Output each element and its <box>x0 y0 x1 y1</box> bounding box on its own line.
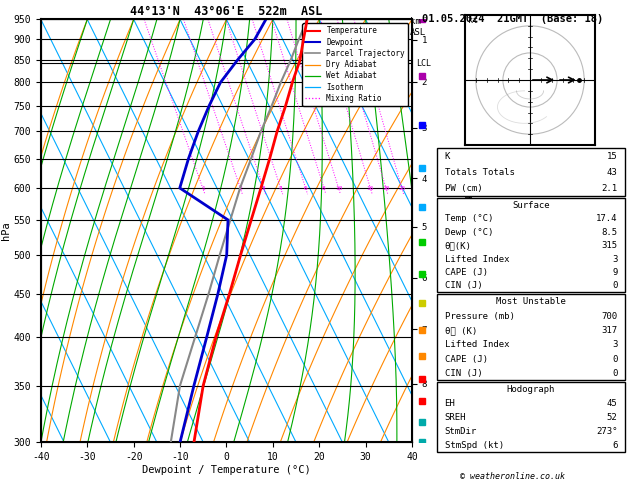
Legend: Temperature, Dewpoint, Parcel Trajectory, Dry Adiabat, Wet Adiabat, Isotherm, Mi: Temperature, Dewpoint, Parcel Trajectory… <box>302 23 408 106</box>
Text: 01.05.2024  21GMT  (Base: 18): 01.05.2024 21GMT (Base: 18) <box>422 14 603 24</box>
FancyBboxPatch shape <box>437 198 625 292</box>
Text: km: km <box>410 17 421 26</box>
Text: Surface: Surface <box>512 201 550 210</box>
Text: 0: 0 <box>612 355 618 364</box>
Text: 45: 45 <box>607 399 618 408</box>
Text: CAPE (J): CAPE (J) <box>445 268 487 277</box>
Title: 44°13'N  43°06'E  522m  ASL: 44°13'N 43°06'E 522m ASL <box>130 5 323 18</box>
Text: Temp (°C): Temp (°C) <box>445 214 493 223</box>
Text: Dewp (°C): Dewp (°C) <box>445 228 493 237</box>
Text: 0: 0 <box>612 281 618 291</box>
Text: EH: EH <box>445 399 455 408</box>
Text: 273°: 273° <box>596 427 618 436</box>
Text: 17.4: 17.4 <box>596 214 618 223</box>
Text: 3: 3 <box>612 340 618 349</box>
FancyBboxPatch shape <box>437 382 625 452</box>
Text: 43: 43 <box>607 168 618 177</box>
Text: SREH: SREH <box>445 413 466 422</box>
Text: 20: 20 <box>382 186 390 191</box>
Text: 52: 52 <box>607 413 618 422</box>
Text: StmSpd (kt): StmSpd (kt) <box>445 441 504 450</box>
Text: 3: 3 <box>612 255 618 263</box>
Text: 4: 4 <box>279 186 282 191</box>
Text: CAPE (J): CAPE (J) <box>445 355 487 364</box>
Y-axis label: hPa: hPa <box>1 222 11 240</box>
FancyBboxPatch shape <box>437 148 625 196</box>
Text: Lifted Index: Lifted Index <box>445 255 509 263</box>
Text: © weatheronline.co.uk: © weatheronline.co.uk <box>460 472 565 481</box>
Text: Hodograph: Hodograph <box>507 385 555 394</box>
X-axis label: Dewpoint / Temperature (°C): Dewpoint / Temperature (°C) <box>142 465 311 475</box>
Text: 25: 25 <box>398 186 406 191</box>
Text: 16: 16 <box>367 186 374 191</box>
Text: 0: 0 <box>612 369 618 378</box>
Text: StmDir: StmDir <box>445 427 477 436</box>
Text: θᴇ (K): θᴇ (K) <box>445 326 477 335</box>
Text: 10: 10 <box>335 186 342 191</box>
Text: 1: 1 <box>201 186 204 191</box>
Text: 8.5: 8.5 <box>601 228 618 237</box>
Text: 2.1: 2.1 <box>601 184 618 193</box>
Text: K: K <box>445 152 450 161</box>
Text: Most Unstable: Most Unstable <box>496 297 566 306</box>
Text: PW (cm): PW (cm) <box>445 184 482 193</box>
Text: 8: 8 <box>322 186 326 191</box>
Y-axis label: Mixing Ratio (g/kg): Mixing Ratio (g/kg) <box>466 183 475 278</box>
FancyBboxPatch shape <box>437 294 625 380</box>
Text: θᴇ(K): θᴇ(K) <box>445 241 471 250</box>
Text: 15: 15 <box>607 152 618 161</box>
Text: 2: 2 <box>238 186 242 191</box>
Text: LCL: LCL <box>416 59 431 68</box>
Text: ASL: ASL <box>410 28 426 37</box>
Text: 315: 315 <box>601 241 618 250</box>
Text: 9: 9 <box>612 268 618 277</box>
Text: 3: 3 <box>262 186 265 191</box>
Text: kt: kt <box>468 16 477 25</box>
Text: 700: 700 <box>601 312 618 321</box>
Text: 6: 6 <box>304 186 308 191</box>
Text: 6: 6 <box>612 441 618 450</box>
Text: CIN (J): CIN (J) <box>445 369 482 378</box>
Text: Totals Totals: Totals Totals <box>445 168 515 177</box>
Text: CIN (J): CIN (J) <box>445 281 482 291</box>
Text: 317: 317 <box>601 326 618 335</box>
Text: Lifted Index: Lifted Index <box>445 340 509 349</box>
Text: Pressure (mb): Pressure (mb) <box>445 312 515 321</box>
